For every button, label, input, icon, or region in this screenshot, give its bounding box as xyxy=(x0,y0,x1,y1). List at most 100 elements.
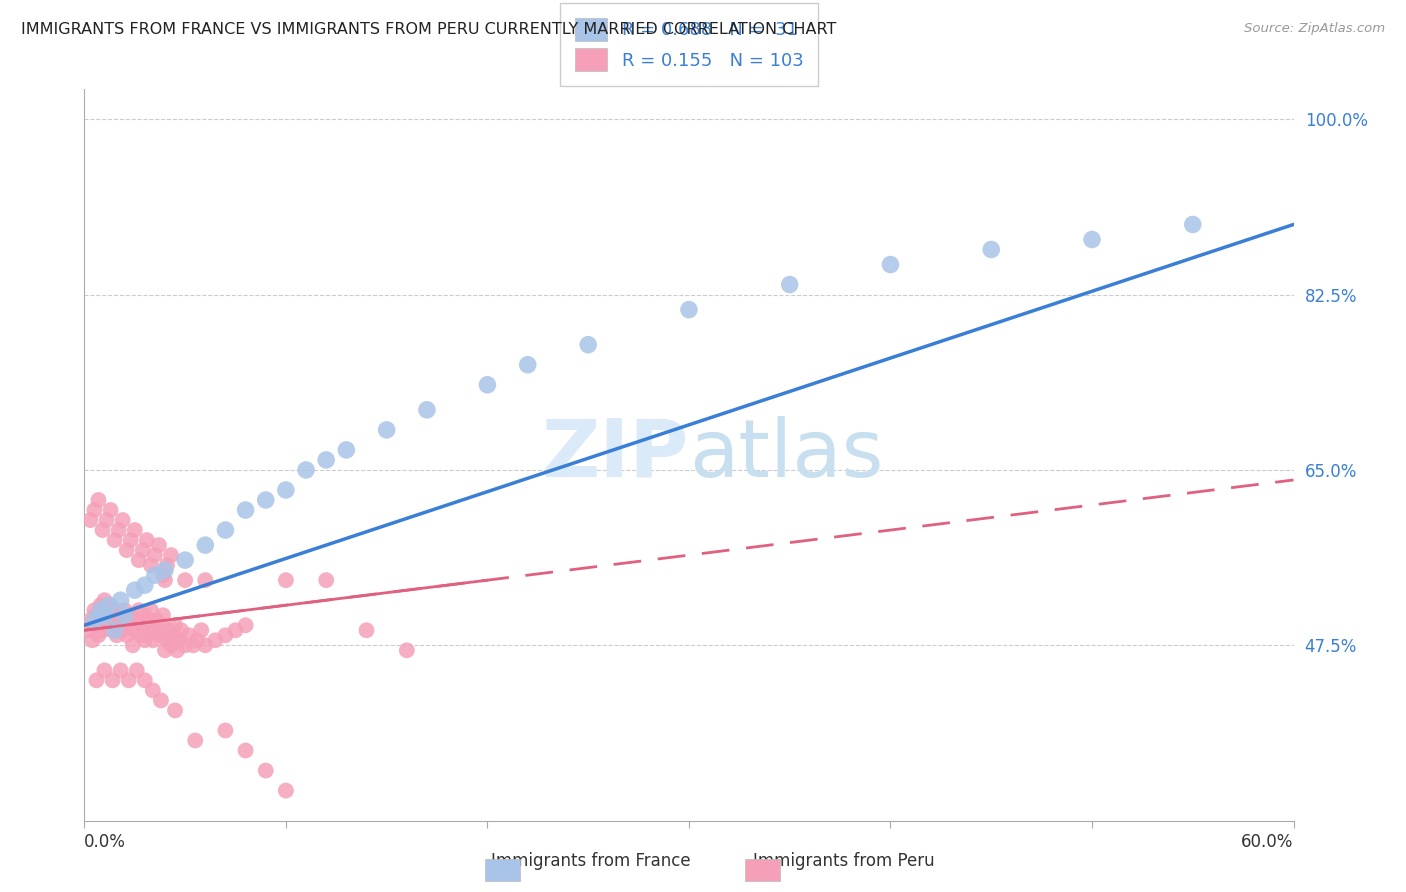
Point xyxy=(165,618,187,632)
Point xyxy=(160,638,183,652)
Point xyxy=(83,503,105,517)
Point xyxy=(139,558,162,573)
Point xyxy=(83,618,105,632)
Point xyxy=(97,608,120,623)
Point xyxy=(97,598,120,612)
Point xyxy=(86,673,108,688)
Point xyxy=(91,523,114,537)
Legend: R = 0.688   N =  31, R = 0.155   N = 103: R = 0.688 N = 31, R = 0.155 N = 103 xyxy=(560,4,818,86)
Point xyxy=(110,664,132,678)
Point xyxy=(114,608,136,623)
Point xyxy=(152,608,174,623)
Point xyxy=(87,628,110,642)
Point xyxy=(980,243,1002,257)
Point xyxy=(135,533,157,547)
Point xyxy=(110,608,132,623)
Point xyxy=(153,563,176,577)
Point xyxy=(375,423,398,437)
Point xyxy=(576,337,599,351)
Text: ZIP: ZIP xyxy=(541,416,689,494)
Point xyxy=(114,603,136,617)
Text: 60.0%: 60.0% xyxy=(1241,832,1294,851)
Point xyxy=(83,603,105,617)
Point xyxy=(142,683,165,698)
Point xyxy=(335,442,357,457)
Point xyxy=(295,463,318,477)
Point xyxy=(135,624,157,638)
Point xyxy=(214,723,236,738)
Point xyxy=(174,638,197,652)
Point xyxy=(124,624,146,638)
Text: IMMIGRANTS FROM FRANCE VS IMMIGRANTS FROM PERU CURRENTLY MARRIED CORRELATION CHA: IMMIGRANTS FROM FRANCE VS IMMIGRANTS FRO… xyxy=(21,22,837,37)
Point xyxy=(104,603,127,617)
Point xyxy=(274,783,297,797)
Point xyxy=(128,603,150,617)
Point xyxy=(132,618,155,632)
Point xyxy=(274,483,297,497)
Point xyxy=(148,538,170,552)
Point xyxy=(93,603,115,617)
Point xyxy=(86,608,108,623)
Point xyxy=(190,624,212,638)
Point xyxy=(93,608,115,623)
Point xyxy=(96,618,118,632)
Point xyxy=(1181,218,1204,232)
Point xyxy=(118,673,141,688)
Point xyxy=(167,633,190,648)
Point xyxy=(149,618,172,632)
Point xyxy=(1081,232,1104,246)
Point xyxy=(214,523,236,537)
Point xyxy=(879,258,901,272)
Point xyxy=(235,618,257,632)
Point xyxy=(395,643,418,657)
Point xyxy=(100,598,122,612)
Point xyxy=(115,543,138,558)
Point xyxy=(115,628,138,642)
Point xyxy=(516,358,538,372)
Point xyxy=(184,733,207,747)
Point xyxy=(138,613,160,627)
Point xyxy=(181,638,204,652)
Point xyxy=(356,624,378,638)
Point xyxy=(678,302,700,317)
Point xyxy=(149,693,172,707)
Point xyxy=(134,673,156,688)
Point xyxy=(194,638,217,652)
Point xyxy=(83,613,105,627)
Point xyxy=(114,613,136,627)
Point xyxy=(160,548,183,562)
Text: Immigrants from France: Immigrants from France xyxy=(491,852,690,870)
Point xyxy=(225,624,247,638)
Point xyxy=(156,558,179,573)
Point xyxy=(157,624,180,638)
Point xyxy=(105,628,128,642)
Point xyxy=(93,593,115,607)
Point xyxy=(315,453,337,467)
Point xyxy=(166,643,188,657)
Point xyxy=(477,377,499,392)
Point xyxy=(107,523,129,537)
Point xyxy=(134,578,156,592)
Point xyxy=(315,573,337,587)
Point xyxy=(129,628,152,642)
Point xyxy=(89,603,111,617)
Point xyxy=(79,513,101,527)
Point xyxy=(132,543,155,558)
Point xyxy=(120,608,142,623)
Point xyxy=(254,493,277,508)
Point xyxy=(111,624,134,638)
Point xyxy=(111,513,134,527)
Point xyxy=(204,633,226,648)
Point xyxy=(156,633,179,648)
Point xyxy=(274,573,297,587)
Point xyxy=(104,613,127,627)
Point xyxy=(235,743,257,757)
Point xyxy=(125,664,148,678)
Point xyxy=(214,628,236,642)
Point xyxy=(254,764,277,778)
Point xyxy=(153,573,176,587)
Point xyxy=(165,703,187,717)
Point xyxy=(143,548,166,562)
Point xyxy=(779,277,801,292)
Point xyxy=(179,628,201,642)
